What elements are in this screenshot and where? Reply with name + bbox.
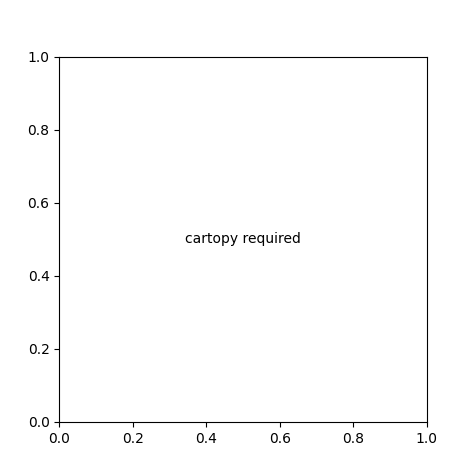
Text: cartopy required: cartopy required: [185, 232, 301, 246]
